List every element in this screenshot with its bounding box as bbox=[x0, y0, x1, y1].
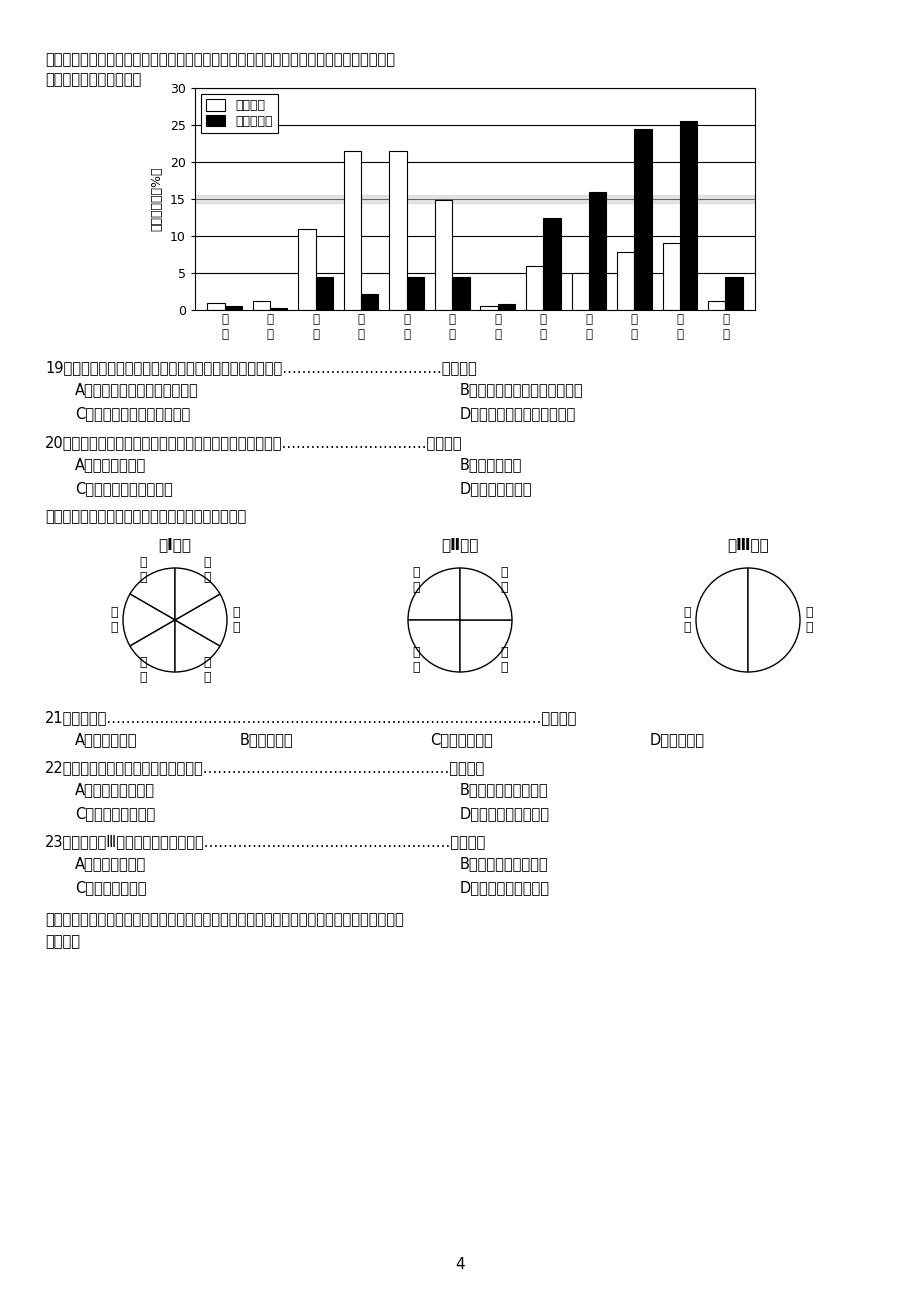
Text: （九）下图为我国某地区农业土地利用变迁过程图。: （九）下图为我国某地区农业土地利用变迁过程图。 bbox=[45, 509, 246, 523]
Wedge shape bbox=[407, 568, 460, 620]
Bar bbox=[662, 243, 679, 310]
Text: D．北方比南方的水土配合差: D．北方比南方的水土配合差 bbox=[460, 406, 575, 421]
Text: B．地形、土壤: B．地形、土壤 bbox=[460, 457, 522, 473]
Text: 花
卉: 花 卉 bbox=[412, 647, 419, 674]
Bar bbox=[617, 253, 634, 310]
Bar bbox=[708, 301, 724, 310]
Text: B．河北、山东的水土配合最佳: B．河北、山东的水土配合最佳 bbox=[460, 381, 583, 397]
Wedge shape bbox=[407, 620, 460, 672]
Text: 水
稻: 水 稻 bbox=[139, 655, 146, 684]
Bar bbox=[195, 195, 754, 203]
Text: 蔬
菜: 蔬 菜 bbox=[203, 655, 210, 684]
Bar bbox=[588, 191, 606, 310]
Wedge shape bbox=[130, 568, 175, 620]
Text: 蔬
菜: 蔬 菜 bbox=[500, 647, 507, 674]
Wedge shape bbox=[123, 594, 175, 646]
Text: 19．由图可知，我国东部省、市、自治区的水土配合情况是……………………………（　　）: 19．由图可知，我国东部省、市、自治区的水土配合情况是……………………………（ … bbox=[45, 359, 476, 375]
Wedge shape bbox=[130, 620, 175, 672]
Text: 蔬
菜: 蔬 菜 bbox=[804, 605, 811, 634]
Text: 花
卉: 花 卉 bbox=[683, 605, 690, 634]
Text: 22．该地土地利用变迁的最主要原因是……………………………………………（　　）: 22．该地土地利用变迁的最主要原因是……………………………………………（ ） bbox=[45, 760, 484, 775]
Bar bbox=[361, 294, 378, 310]
Text: 耕地、水资源的比重图。: 耕地、水资源的比重图。 bbox=[45, 72, 142, 87]
Bar bbox=[571, 273, 588, 310]
Text: A．广东、广西的水土配合最差: A．广东、广西的水土配合最差 bbox=[75, 381, 199, 397]
Bar bbox=[480, 306, 497, 310]
Bar bbox=[452, 277, 469, 310]
Text: 第Ⅱ阶段: 第Ⅱ阶段 bbox=[441, 536, 478, 552]
Bar bbox=[543, 217, 560, 310]
Text: C．浙江比福建的水土配合好: C．浙江比福建的水土配合好 bbox=[75, 406, 190, 421]
Bar bbox=[526, 266, 543, 310]
Text: 21．该地位于………………………………………………………………………………（　　）: 21．该地位于………………………………………………………………………………（ ） bbox=[45, 710, 577, 725]
Y-axis label: 占全区比重（%）: 占全区比重（%） bbox=[150, 167, 163, 232]
Bar bbox=[679, 121, 697, 310]
Text: 养
殖: 养 殖 bbox=[139, 556, 146, 585]
Bar bbox=[298, 229, 315, 310]
Text: C．农业投入不足: C．农业投入不足 bbox=[75, 880, 146, 894]
Bar bbox=[224, 306, 242, 310]
Text: 23．发展到第Ⅲ阶段时，该地最有可能……………………………………………（　　）: 23．发展到第Ⅲ阶段时，该地最有可能……………………………………………（ ） bbox=[45, 835, 486, 849]
Text: C．黄河三角洲: C．黄河三角洲 bbox=[429, 732, 493, 747]
Wedge shape bbox=[175, 594, 227, 646]
Text: B．农业人口比重上升: B．农业人口比重上升 bbox=[460, 855, 548, 871]
Text: 养
殖: 养 殖 bbox=[412, 565, 419, 594]
Bar bbox=[270, 307, 287, 310]
Text: B．江淮平原: B．江淮平原 bbox=[240, 732, 293, 747]
Text: B．劳动力素质的提升: B．劳动力素质的提升 bbox=[460, 783, 548, 797]
Text: 20．影响图中各省、市、自治区水土配合差异的主要因素是…………………………（　　）: 20．影响图中各省、市、自治区水土配合差异的主要因素是…………………………（ ） bbox=[45, 435, 462, 450]
Text: D．农作物品种的改良: D．农作物品种的改良 bbox=[460, 806, 550, 822]
Text: A．市场需求的变化: A．市场需求的变化 bbox=[75, 783, 154, 797]
Bar bbox=[724, 277, 742, 310]
Bar bbox=[406, 277, 424, 310]
Bar bbox=[207, 302, 224, 310]
Text: 甘
蔗: 甘 蔗 bbox=[232, 605, 240, 634]
Bar bbox=[344, 151, 361, 310]
Wedge shape bbox=[175, 568, 220, 620]
Bar bbox=[389, 151, 406, 310]
Bar bbox=[497, 305, 515, 310]
Text: 第Ⅰ阶段: 第Ⅰ阶段 bbox=[158, 536, 191, 552]
Text: 相同）。: 相同）。 bbox=[45, 934, 80, 949]
Text: 4: 4 bbox=[455, 1256, 464, 1272]
Bar bbox=[634, 129, 651, 310]
Wedge shape bbox=[175, 620, 220, 672]
Text: A．珠江三角洲: A．珠江三角洲 bbox=[75, 732, 137, 747]
Text: 甘
薯: 甘 薯 bbox=[110, 605, 118, 634]
Bar bbox=[435, 201, 452, 310]
Bar bbox=[315, 277, 333, 310]
Text: D．降水量、地形: D．降水量、地形 bbox=[460, 480, 532, 496]
Text: 第Ⅲ阶段: 第Ⅲ阶段 bbox=[726, 536, 768, 552]
Text: A．自然灾害多发: A．自然灾害多发 bbox=[75, 855, 146, 871]
Bar bbox=[253, 301, 270, 310]
Text: （八）我国水土资源配合不佳，也是导致农业缺水的重要原因。读我国东部省、市、自治区: （八）我国水土资源配合不佳，也是导致农业缺水的重要原因。读我国东部省、市、自治区 bbox=[45, 52, 394, 66]
Text: D．商品率大幅度提高: D．商品率大幅度提高 bbox=[460, 880, 550, 894]
Wedge shape bbox=[747, 568, 800, 672]
Text: A．气温、降水量: A．气温、降水量 bbox=[75, 457, 146, 473]
Text: C．灌溉技术的提高: C．灌溉技术的提高 bbox=[75, 806, 155, 822]
Text: C．耕地类型、耕作制度: C．耕地类型、耕作制度 bbox=[75, 480, 173, 496]
Text: 水
稻: 水 稻 bbox=[500, 565, 507, 594]
Wedge shape bbox=[460, 568, 512, 620]
Text: D．三江平原: D．三江平原 bbox=[650, 732, 704, 747]
Legend: 耕地比重, 水资源比重: 耕地比重, 水资源比重 bbox=[201, 94, 278, 133]
Wedge shape bbox=[696, 568, 747, 672]
Text: （十）某企业集团计划新建有色金属冶炼厂。下图为甲、乙、丙、丁四地的成本分析图（单位: （十）某企业集团计划新建有色金属冶炼厂。下图为甲、乙、丙、丁四地的成本分析图（单… bbox=[45, 911, 403, 927]
Text: 花
卉: 花 卉 bbox=[203, 556, 210, 585]
Wedge shape bbox=[460, 620, 512, 672]
